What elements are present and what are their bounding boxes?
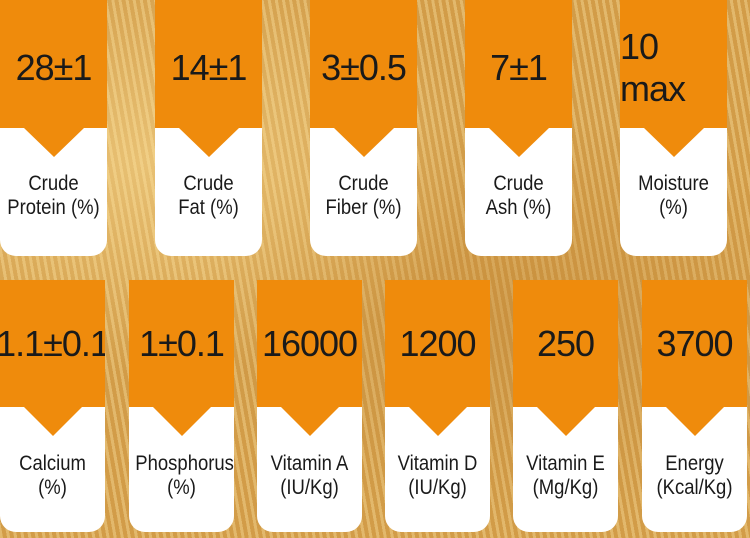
nutrient-label: Phosphorus (%) [135, 452, 234, 500]
nutrient-label-line1: Crude [28, 172, 79, 195]
nutrient-label-line1: Vitamin D [397, 452, 478, 475]
nutrient-card: 7±1 Crude Ash (%) [465, 0, 572, 256]
nutrient-card: 1.1±0.1 Calcium (%) [0, 280, 105, 532]
nutrient-card: 10 max Moisture (%) [620, 0, 727, 256]
notch-arrow [23, 407, 82, 436]
nutrient-label: Crude Ash (%) [471, 172, 565, 220]
nutrient-label-line2: (IU/Kg) [408, 476, 467, 499]
notch-arrow [408, 407, 467, 436]
nutrient-label: Moisture (%) [626, 172, 720, 220]
notch-arrow [152, 407, 211, 436]
nutrient-value: 16000 [257, 280, 362, 407]
nutrient-label-line1: Moisture [638, 172, 709, 195]
nutrient-label: Energy (Kcal/Kg) [648, 452, 740, 500]
nutrient-card: 3±0.5 Crude Fiber (%) [310, 0, 417, 256]
nutrient-value: 14±1 [155, 0, 262, 128]
nutrient-label: Vitamin E (Mg/Kg) [519, 452, 611, 500]
nutrient-label: Calcium (%) [6, 452, 98, 500]
nutrient-value: 1.1±0.1 [0, 280, 105, 407]
nutrient-label-line2: (%) [38, 476, 67, 499]
nutrient-label-line1: Crude [338, 172, 389, 195]
nutrient-value: 1±0.1 [129, 280, 234, 407]
nutrient-label: Crude Fat (%) [161, 172, 255, 220]
nutrient-value: 3±0.5 [310, 0, 417, 128]
nutrient-card: 16000 Vitamin A (IU/Kg) [257, 280, 362, 532]
nutrient-label-line2: Protein (%) [7, 196, 100, 219]
nutrient-label-line2: (Mg/Kg) [532, 476, 599, 499]
nutrient-label: Vitamin A (IU/Kg) [263, 452, 355, 500]
nutrient-card: 1±0.1 Phosphorus (%) [129, 280, 234, 532]
nutrient-label-line2: (%) [659, 196, 688, 219]
nutrient-card: 3700 Energy (Kcal/Kg) [642, 280, 747, 532]
notch-arrow [643, 128, 704, 157]
nutrient-card: 1200 Vitamin D (IU/Kg) [385, 280, 490, 532]
nutrient-value: 1200 [385, 280, 490, 407]
nutrient-value: 28±1 [0, 0, 107, 128]
nutrient-label-line1: Calcium [19, 452, 86, 475]
notch-arrow [665, 407, 724, 436]
nutrient-label-line1: Vitamin A [270, 452, 349, 475]
notch-arrow [333, 128, 394, 157]
notch-arrow [536, 407, 595, 436]
nutrient-label-line1: Phosphorus [135, 452, 234, 475]
nutrient-value: 250 [513, 280, 618, 407]
nutrient-label-line1: Vitamin E [526, 452, 605, 475]
nutrient-label-line2: Fat (%) [178, 196, 239, 219]
nutrient-label-line2: (Kcal/Kg) [656, 476, 733, 499]
nutrient-label-line2: Fiber (%) [325, 196, 402, 219]
notch-arrow [488, 128, 549, 157]
nutrient-card: 14±1 Crude Fat (%) [155, 0, 262, 256]
nutrient-label-line2: (IU/Kg) [280, 476, 339, 499]
nutrient-label-line2: (%) [167, 476, 196, 499]
notch-arrow [178, 128, 239, 157]
nutrient-label-line1: Crude [493, 172, 544, 195]
nutrient-label: Crude Protein (%) [6, 172, 100, 220]
nutrient-value: 10 max [620, 0, 727, 128]
nutrient-value: 7±1 [465, 0, 572, 128]
nutrient-label-line1: Energy [665, 452, 724, 475]
notch-arrow [280, 407, 339, 436]
nutrient-label-line2: Ash (%) [485, 196, 552, 219]
nutrient-card: 250 Vitamin E (Mg/Kg) [513, 280, 618, 532]
nutrient-value: 3700 [642, 280, 747, 407]
nutrient-label: Vitamin D (IU/Kg) [391, 452, 483, 500]
nutrient-label-line1: Crude [183, 172, 234, 195]
nutrient-label: Crude Fiber (%) [316, 172, 410, 220]
notch-arrow [23, 128, 84, 157]
nutrient-card: 28±1 Crude Protein (%) [0, 0, 107, 256]
